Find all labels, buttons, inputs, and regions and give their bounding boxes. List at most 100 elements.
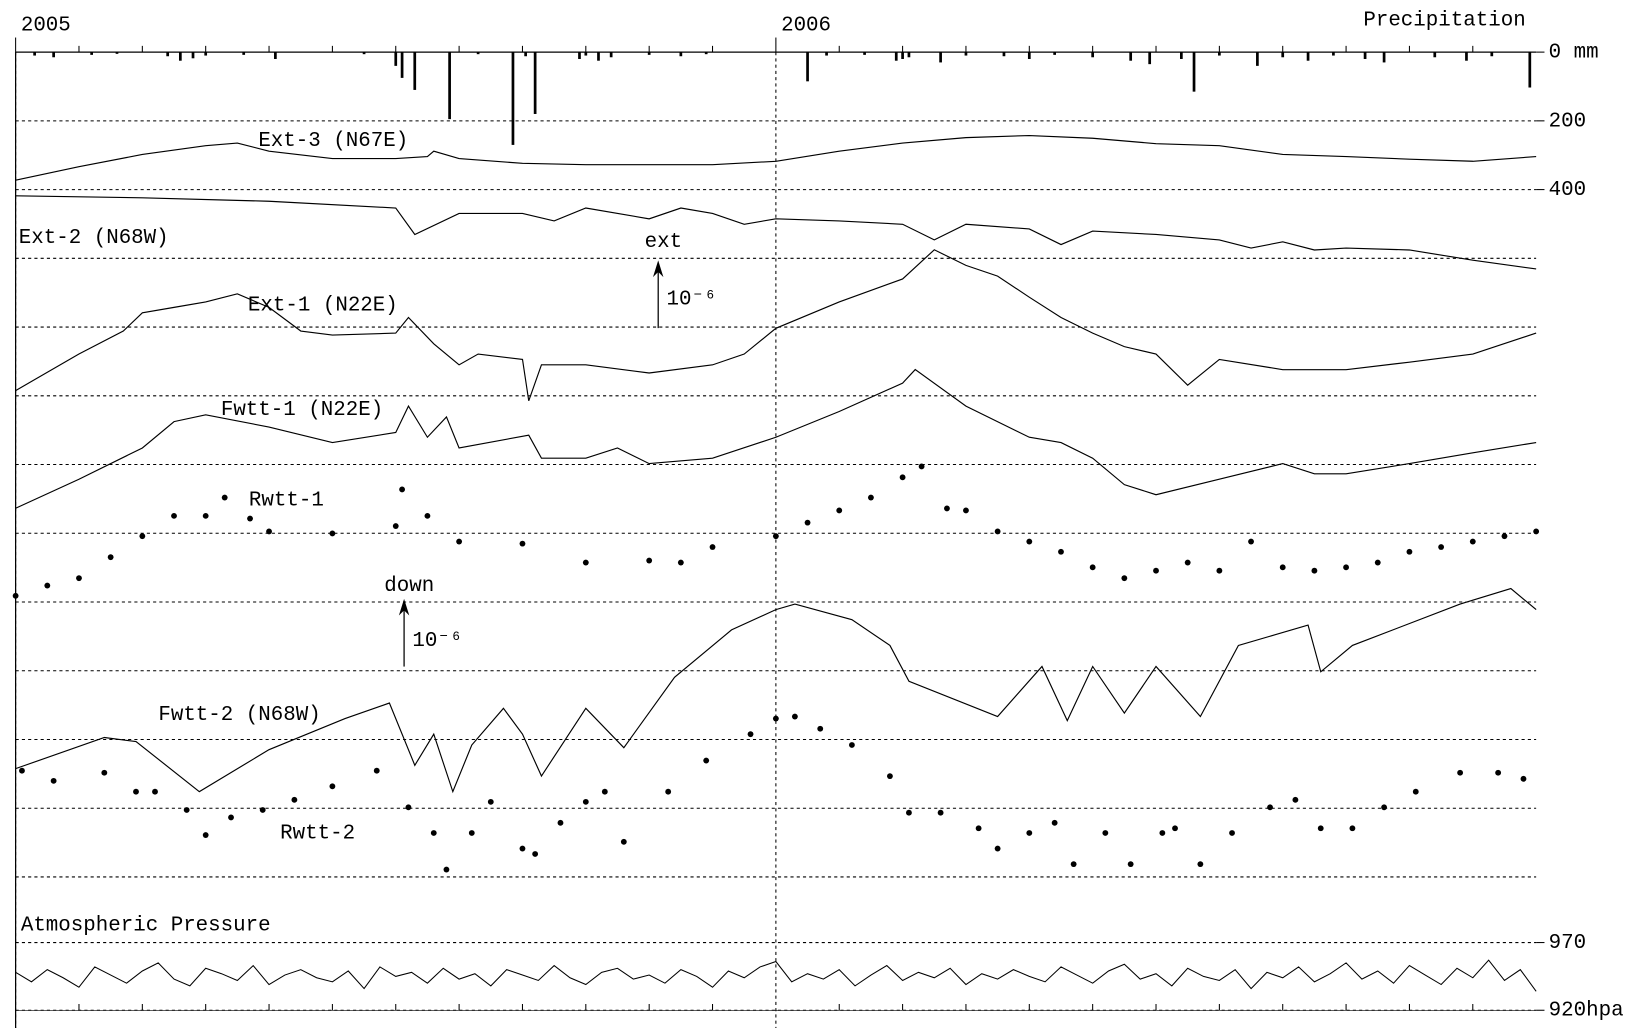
data-point [101, 769, 108, 776]
precip-bar [1129, 52, 1133, 61]
data-point [456, 538, 463, 545]
data-point [171, 512, 177, 519]
data-point [1469, 538, 1476, 545]
data-point [12, 592, 19, 599]
data-point [804, 519, 811, 526]
precip-bar [400, 52, 404, 78]
precip-bar [1053, 52, 1056, 55]
data-point [266, 528, 272, 535]
data-point [1089, 564, 1096, 571]
precip-bar [1382, 52, 1386, 63]
data-point [329, 783, 336, 790]
data-point [848, 742, 855, 748]
scale-unit: 10⁻⁶ [667, 288, 717, 311]
data-point [791, 713, 798, 720]
scale-label: ext [645, 231, 682, 254]
data-point [139, 533, 146, 540]
precip-bar [1281, 52, 1285, 58]
strain-line [15, 368, 1537, 509]
strain-line [15, 249, 1537, 401]
precip-bar [476, 52, 480, 55]
data-point [772, 533, 779, 540]
data-point [1070, 861, 1077, 868]
data-point [1216, 567, 1223, 574]
data-point [975, 825, 982, 832]
data-point [1026, 830, 1033, 836]
data-point [1457, 769, 1464, 776]
data-point [392, 523, 399, 529]
data-point [918, 463, 925, 470]
data-point [1229, 830, 1235, 836]
data-point [107, 554, 114, 561]
data-point [944, 505, 950, 512]
data-point [1412, 788, 1419, 795]
data-point [532, 851, 539, 857]
data-point [1159, 830, 1166, 836]
data-point [1406, 548, 1413, 555]
data-point [1349, 825, 1356, 832]
data-point [1184, 559, 1191, 566]
precip-bar [894, 52, 898, 61]
strain-line [15, 195, 1537, 270]
precip-bar [825, 52, 828, 56]
data-point [937, 809, 944, 816]
data-point [677, 559, 684, 566]
data-point [1058, 548, 1064, 555]
precip-bar [274, 52, 277, 59]
precip-bar [166, 52, 170, 57]
data-point [899, 474, 906, 481]
scale-arrow-head [652, 260, 664, 278]
data-point [1248, 538, 1254, 545]
precip-bar [901, 52, 904, 59]
precip-bar [647, 52, 651, 55]
data-point [1026, 538, 1033, 545]
precip-bar [533, 52, 537, 114]
y-tick-label: 200 [1549, 110, 1586, 133]
precip-bar [448, 52, 451, 120]
strain-line [15, 134, 1537, 181]
series-label: Rwtt-1 [249, 489, 324, 512]
data-point [557, 819, 564, 826]
precip-bar [204, 52, 208, 56]
data-point [259, 807, 266, 813]
data-point [887, 773, 893, 780]
precip-bar [511, 52, 515, 145]
series-label: Fwtt-1 (N22E) [221, 399, 383, 422]
precip-bar [1490, 52, 1494, 57]
y-tick-label: 970 [1549, 932, 1586, 955]
data-point [133, 788, 139, 795]
precip-bar [1091, 52, 1095, 58]
data-point [1495, 769, 1502, 776]
precip-bar [1363, 52, 1367, 59]
data-point [202, 832, 209, 838]
data-point [1279, 564, 1286, 571]
data-point [202, 512, 209, 519]
precip-bar [115, 52, 119, 54]
y-tick-label: 920hpa [1549, 1000, 1624, 1023]
precip-bar [1002, 52, 1006, 57]
precip-bar [90, 52, 94, 55]
data-point [836, 507, 843, 514]
data-point [1267, 804, 1273, 811]
series-label: Rwtt-2 [280, 823, 355, 846]
data-point [646, 557, 653, 564]
data-point [906, 809, 912, 816]
precip-bar [1433, 52, 1437, 58]
data-point [1317, 825, 1324, 832]
precip-bar [1180, 52, 1183, 59]
data-point [424, 512, 431, 519]
precip-bar [1027, 52, 1031, 59]
data-point [44, 582, 51, 589]
data-point [468, 830, 475, 836]
data-point [817, 725, 824, 732]
precip-bar [191, 52, 195, 59]
precip-bar [1148, 52, 1152, 65]
scale-label: down [384, 575, 434, 598]
pressure-title: Atmospheric Pressure [21, 914, 271, 937]
data-point [519, 845, 526, 852]
precip-bar [1306, 52, 1310, 61]
data-point [1102, 830, 1109, 836]
data-point [867, 494, 874, 501]
precip-bar [609, 52, 613, 58]
data-point [1501, 533, 1508, 540]
